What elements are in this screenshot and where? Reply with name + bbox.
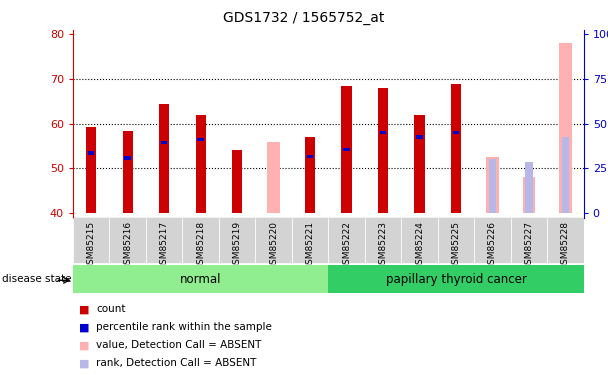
Text: GSM85215: GSM85215	[87, 221, 95, 270]
Text: normal: normal	[180, 273, 221, 286]
Text: rank, Detection Call = ABSENT: rank, Detection Call = ABSENT	[96, 358, 257, 368]
FancyBboxPatch shape	[328, 265, 584, 294]
Bar	[453, 131, 459, 135]
Bar	[307, 154, 313, 158]
FancyBboxPatch shape	[73, 265, 328, 294]
FancyBboxPatch shape	[255, 218, 292, 263]
Bar	[559, 44, 572, 213]
Bar	[198, 138, 204, 141]
FancyBboxPatch shape	[328, 218, 365, 263]
FancyBboxPatch shape	[511, 218, 547, 263]
Text: GSM85221: GSM85221	[306, 221, 314, 270]
Text: GSM85227: GSM85227	[525, 221, 533, 270]
Text: ■: ■	[79, 340, 89, 350]
Text: percentile rank within the sample: percentile rank within the sample	[96, 322, 272, 332]
Text: papillary thyroid cancer: papillary thyroid cancer	[385, 273, 527, 286]
Bar	[196, 115, 206, 213]
Text: GSM85228: GSM85228	[561, 221, 570, 270]
Text: value, Detection Call = ABSENT: value, Detection Call = ABSENT	[96, 340, 261, 350]
FancyBboxPatch shape	[292, 218, 328, 263]
Text: GSM85226: GSM85226	[488, 221, 497, 270]
FancyBboxPatch shape	[474, 218, 511, 263]
Text: GSM85218: GSM85218	[196, 221, 205, 270]
Text: count: count	[96, 304, 126, 314]
Text: GSM85222: GSM85222	[342, 221, 351, 270]
Bar	[416, 135, 423, 139]
Bar	[486, 157, 499, 213]
Bar	[344, 148, 350, 152]
FancyBboxPatch shape	[219, 218, 255, 263]
FancyBboxPatch shape	[109, 218, 146, 263]
Text: ■: ■	[79, 322, 89, 332]
Bar	[525, 162, 533, 213]
Text: ■: ■	[79, 304, 89, 314]
Text: GSM85223: GSM85223	[379, 221, 387, 270]
FancyBboxPatch shape	[547, 218, 584, 263]
Bar	[159, 104, 169, 213]
Text: ■: ■	[79, 358, 89, 368]
Text: GSM85224: GSM85224	[415, 221, 424, 270]
Bar	[305, 137, 315, 213]
Text: GSM85219: GSM85219	[233, 221, 241, 270]
Text: GSM85216: GSM85216	[123, 221, 132, 270]
Bar	[342, 86, 351, 213]
Bar	[415, 115, 424, 213]
Bar	[232, 150, 242, 213]
FancyBboxPatch shape	[146, 218, 182, 263]
Bar	[378, 88, 388, 213]
Bar	[86, 128, 96, 213]
FancyBboxPatch shape	[438, 218, 474, 263]
Bar	[451, 84, 461, 213]
FancyBboxPatch shape	[401, 218, 438, 263]
FancyBboxPatch shape	[73, 218, 109, 263]
FancyBboxPatch shape	[365, 218, 401, 263]
Bar	[88, 151, 94, 154]
Bar	[562, 137, 569, 213]
Bar	[161, 141, 167, 144]
Text: disease state: disease state	[2, 274, 71, 284]
Bar	[380, 131, 386, 135]
Bar	[125, 156, 131, 160]
Bar	[123, 131, 133, 213]
FancyBboxPatch shape	[182, 218, 219, 263]
Text: GDS1732 / 1565752_at: GDS1732 / 1565752_at	[223, 11, 385, 25]
Bar	[489, 159, 496, 213]
Text: GSM85220: GSM85220	[269, 221, 278, 270]
Bar	[522, 177, 535, 213]
Text: GSM85217: GSM85217	[160, 221, 168, 270]
Bar	[268, 142, 280, 213]
Text: GSM85225: GSM85225	[452, 221, 460, 270]
